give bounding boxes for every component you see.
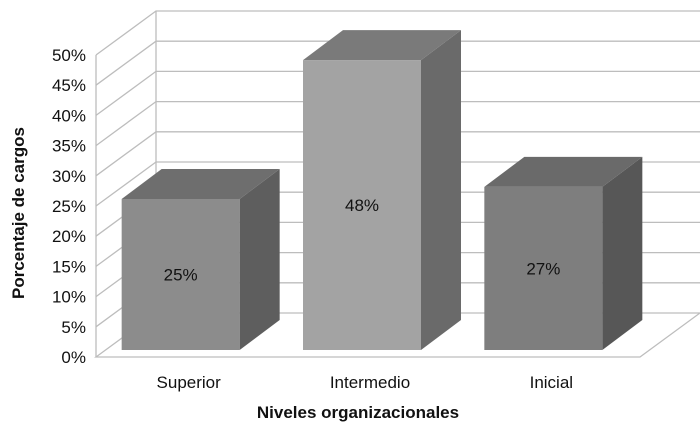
bar-top-face xyxy=(121,169,280,199)
gridline xyxy=(95,70,700,116)
x-axis-title: Niveles organizacionales xyxy=(257,403,459,422)
y-tick-label: 40% xyxy=(52,106,86,125)
bars: 25% 48% 27% xyxy=(121,30,643,351)
y-tick-label: 25% xyxy=(52,197,86,216)
x-tick-label: Superior xyxy=(157,373,222,392)
x-axis-categories: Superior Intermedio Inicial xyxy=(157,373,574,392)
gridline xyxy=(95,40,700,86)
bar-top-face xyxy=(484,156,643,187)
bar-superior: 25% xyxy=(121,169,280,350)
y-tick-label: 10% xyxy=(52,288,86,307)
x-tick-label: Intermedio xyxy=(330,373,410,392)
y-tick-label: 35% xyxy=(52,137,86,156)
bar-front-face xyxy=(121,199,240,350)
bar-top-face xyxy=(303,30,461,61)
y-tick-label: 50% xyxy=(52,46,86,65)
bar-inicial: 27% xyxy=(484,156,643,350)
data-label: 27% xyxy=(526,259,560,278)
bar-side-face xyxy=(421,30,461,351)
gridline xyxy=(95,10,700,56)
gridline xyxy=(95,131,700,177)
gridline xyxy=(95,100,700,147)
bar-side-face xyxy=(239,169,280,350)
y-tick-label: 30% xyxy=(52,167,86,186)
y-axis-ticks: 0% 5% 10% 15% 20% 25% 30% 35% 40% 45% 50% xyxy=(52,46,86,367)
y-tick-label: 20% xyxy=(52,227,86,246)
data-label: 48% xyxy=(345,196,379,215)
bar-intermedio: 48% xyxy=(303,30,461,351)
y-tick-label: 15% xyxy=(52,257,86,276)
y-tick-label: 0% xyxy=(61,348,86,367)
y-tick-label: 5% xyxy=(61,318,86,337)
x-tick-label: Inicial xyxy=(530,373,573,392)
bar-side-face xyxy=(602,156,643,350)
y-tick-label: 45% xyxy=(52,76,86,95)
bar-front-face xyxy=(484,186,603,350)
data-label: 25% xyxy=(164,266,198,285)
y-axis-title: Porcentaje de cargos xyxy=(9,127,28,299)
bar-front-face xyxy=(303,60,421,351)
